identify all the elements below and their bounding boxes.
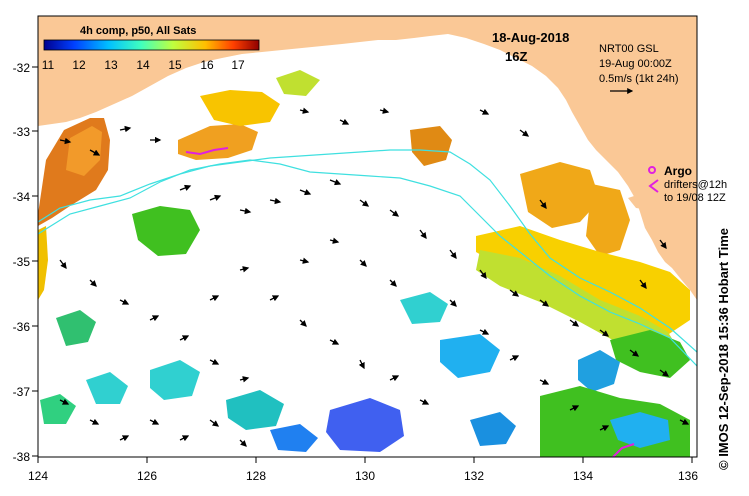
lat-label: -36: [13, 320, 31, 334]
lon-label: 130: [355, 469, 375, 483]
colorbar: 4h comp, p50, All Sats 11 12 13 14 15 16…: [42, 25, 260, 72]
map-date: 18-Aug-2018: [492, 30, 569, 45]
current-vectors: [59, 107, 690, 447]
map-frame: [37, 15, 698, 458]
lon-label: 124: [28, 469, 48, 483]
vector-scale: 0.5m/s (1kt 24h): [599, 73, 678, 85]
product-name: NRT00 GSL: [599, 43, 659, 55]
lat-label: -33: [13, 125, 31, 139]
lon-label: 128: [246, 469, 266, 483]
colorbar-title: 4h comp, p50, All Sats: [80, 25, 196, 37]
lon-labels: 124 126 128 130 132 134 136: [28, 469, 698, 483]
lon-label: 134: [573, 469, 593, 483]
lat-labels: -32 -33 -34 -35 -36 -37 -38: [13, 61, 31, 464]
lat-label: -38: [13, 450, 31, 464]
lat-label: -37: [13, 385, 31, 399]
sst-patches: [38, 70, 690, 457]
drifters-label: drifters@12h: [664, 179, 727, 191]
colorbar-tick: 14: [136, 58, 150, 72]
lon-label: 136: [678, 469, 698, 483]
credit-label: © IMOS 12-Sep-2018 15:36 Hobart Time: [716, 228, 731, 470]
argo-markers: [185, 147, 635, 457]
map-time: 16Z: [505, 49, 527, 64]
colorbar-tick: 12: [72, 58, 86, 72]
lat-label: -35: [13, 255, 31, 269]
lon-label: 132: [464, 469, 484, 483]
valid-time: 19-Aug 00:00Z: [599, 58, 672, 70]
colorbar-tick: 15: [168, 58, 182, 72]
drifter-icon: [648, 179, 659, 193]
colorbar-tick: 16: [200, 58, 214, 72]
lat-label: -32: [13, 61, 31, 75]
argo-icon: [648, 166, 656, 174]
bathymetry-contours: [38, 149, 697, 367]
colorbar-tick: 11: [42, 58, 55, 72]
kangaroo-island: [628, 194, 660, 210]
lat-label: -34: [13, 190, 31, 204]
colorbar-tick: 17: [231, 58, 245, 72]
drifters-to-label: to 19/08 12Z: [664, 192, 726, 204]
argo-label: Argo: [664, 164, 692, 178]
lon-label: 126: [137, 469, 157, 483]
axis-ticks: [32, 66, 693, 463]
colorbar-tick: 13: [104, 58, 118, 72]
